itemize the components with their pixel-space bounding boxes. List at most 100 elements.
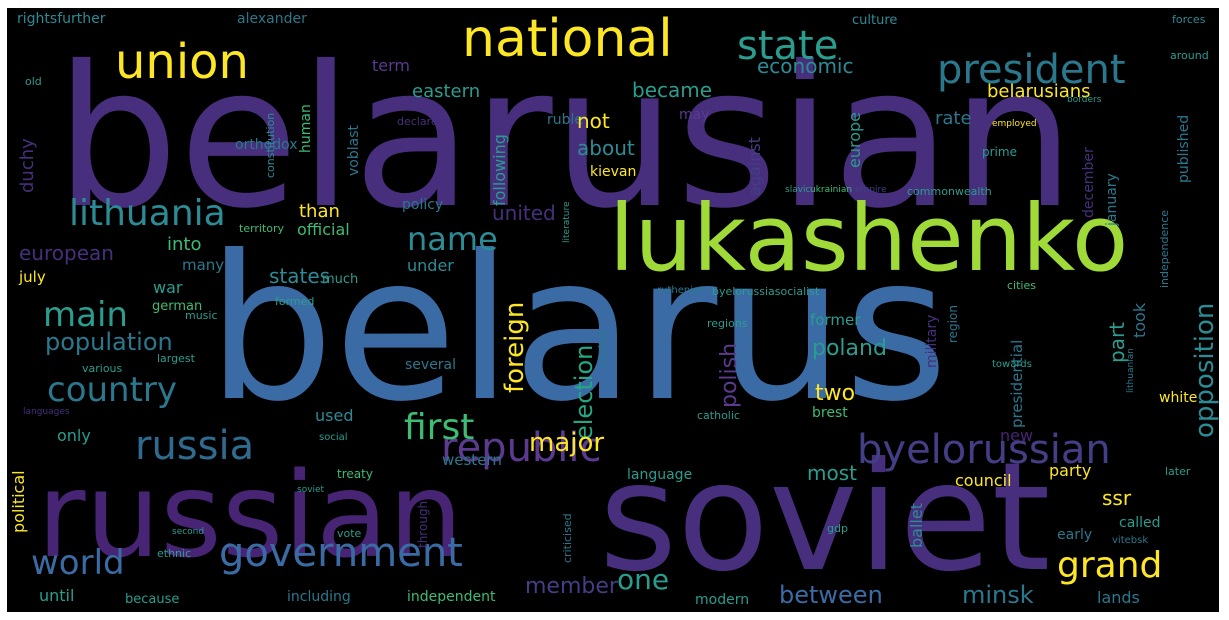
word-became: became xyxy=(632,78,713,102)
word-western: western xyxy=(442,451,502,469)
word-prime: prime xyxy=(982,145,1017,159)
word-forces: forces xyxy=(1172,13,1206,26)
word-lithuania: lithuania xyxy=(69,193,226,234)
word-human: human xyxy=(298,104,314,153)
word-rate: rate xyxy=(935,108,972,129)
word-states: states xyxy=(269,264,331,288)
word-europe: europe xyxy=(845,112,864,168)
word-two: two xyxy=(815,381,856,406)
word-state: state xyxy=(737,23,839,69)
word-world: world xyxy=(31,543,125,583)
word-war: war xyxy=(153,278,183,297)
word-united: united xyxy=(492,201,556,225)
word-military: military xyxy=(924,314,940,368)
word-official: official xyxy=(297,220,350,239)
word-vote: vote xyxy=(337,527,362,540)
word-foreign: foreign xyxy=(500,301,530,393)
word-minsk: minsk xyxy=(962,581,1034,609)
word-main: main xyxy=(43,295,128,335)
word-cities: cities xyxy=(1007,279,1036,292)
word-against: against xyxy=(745,137,764,196)
word-old: old xyxy=(25,75,42,88)
word-political: political xyxy=(9,470,28,533)
word-term: term xyxy=(372,56,410,75)
word-belarusians: belarusians xyxy=(987,81,1091,102)
word-soviet: soviet xyxy=(599,431,1051,605)
word-only: only xyxy=(57,426,91,445)
word-various: various xyxy=(82,362,123,375)
word-council: council xyxy=(955,471,1012,490)
word-ethnic: ethnic xyxy=(157,547,192,560)
word-union: union xyxy=(115,34,249,90)
word-music: music xyxy=(185,309,218,322)
word-largest: largest xyxy=(157,352,195,365)
word-slavic: slavic xyxy=(785,185,811,195)
word-not: not xyxy=(577,109,610,133)
word-because: because xyxy=(125,592,180,607)
word-constitution: constitution xyxy=(264,112,277,178)
word-first: first xyxy=(404,407,475,448)
word-duchy: duchy xyxy=(17,138,38,193)
word-lukashenko: lukashenko xyxy=(609,185,1129,292)
word-until: until xyxy=(39,586,75,605)
word-ballet: ballet xyxy=(907,503,926,548)
word-presidential: presidential xyxy=(1008,339,1026,428)
word-government: government xyxy=(219,530,463,576)
word-population: population xyxy=(45,328,173,356)
word-later: later xyxy=(1165,465,1191,478)
word-opposition: opposition xyxy=(1190,302,1219,438)
word-belarusian: belarusian xyxy=(55,24,1076,251)
word-most: most xyxy=(807,461,857,485)
word-independence: independence xyxy=(1158,209,1171,288)
word-member: member xyxy=(525,574,618,599)
word-may: may xyxy=(679,107,710,123)
word-about: about xyxy=(577,136,635,160)
word-between: between xyxy=(779,581,883,609)
word-soviet-small: soviet xyxy=(297,485,325,495)
word-white: white xyxy=(1159,390,1198,406)
word-empire: empire xyxy=(855,185,887,195)
word-treaty: treaty xyxy=(337,467,373,481)
word-january: january xyxy=(1104,173,1120,226)
word-alexander: alexander xyxy=(237,11,307,27)
word-european: european xyxy=(19,241,114,265)
word-much: much xyxy=(322,272,359,287)
word-lithuanian: lithuanian xyxy=(1126,348,1136,393)
word-former: former xyxy=(810,311,861,329)
word-kievan: kievan xyxy=(590,164,637,180)
word-under: under xyxy=(407,256,454,275)
word-poland: poland xyxy=(812,336,887,361)
word-language: language xyxy=(627,467,693,483)
word-into: into xyxy=(167,234,202,255)
word-rightsfurther: rightsfurther xyxy=(17,11,106,27)
word-capital: capital xyxy=(596,331,609,368)
word-published: published xyxy=(1176,114,1192,183)
word-german: german xyxy=(152,299,203,314)
word-ssr: ssr xyxy=(1102,486,1132,510)
word-december: december xyxy=(1081,147,1097,218)
word-polish: polish xyxy=(717,342,742,408)
word-voblast: voblast xyxy=(346,125,362,176)
word-modern: modern xyxy=(695,592,750,608)
word-russia: russia xyxy=(135,423,255,469)
word-called: called xyxy=(1119,515,1161,531)
word-region: region xyxy=(946,305,960,343)
word-commonwealth: commonwealth xyxy=(907,185,992,198)
word-president: president xyxy=(937,47,1126,93)
word-part: part xyxy=(1105,321,1129,363)
word-country: country xyxy=(47,370,178,410)
word-culture: culture xyxy=(852,13,898,28)
word-byelorussiasocialist: byelorussiasocialist xyxy=(712,285,820,298)
word-towards: towards xyxy=(992,359,1032,370)
word-new: new xyxy=(1000,426,1034,445)
word-around: around xyxy=(1170,49,1209,62)
word-employed: employed xyxy=(992,119,1037,129)
word-gdp: gdp xyxy=(827,522,848,535)
word-many: many xyxy=(182,256,225,274)
word-one: one xyxy=(617,563,670,596)
word-lands: lands xyxy=(1097,588,1140,607)
word-catholic: catholic xyxy=(697,409,740,422)
word-social: social xyxy=(319,432,348,443)
word-eastern: eastern xyxy=(412,81,481,102)
word-vitebsk: vitebsk xyxy=(1112,535,1149,546)
